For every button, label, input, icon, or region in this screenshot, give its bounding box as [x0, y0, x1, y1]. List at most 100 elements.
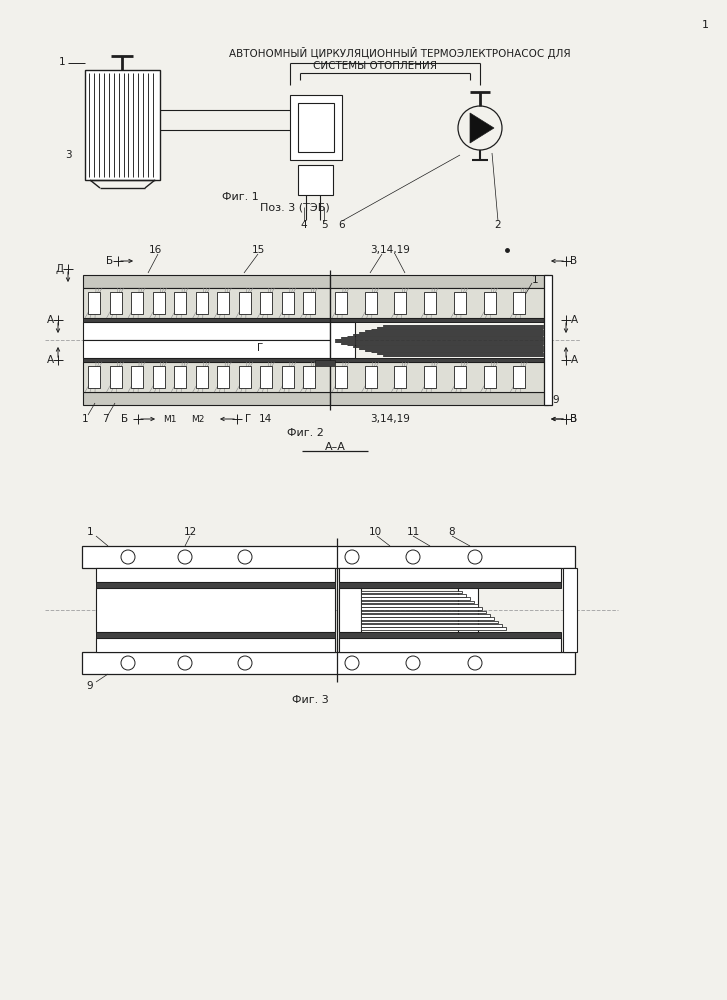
Text: Д: Д [56, 264, 64, 274]
Bar [483, 292, 496, 314]
Bar [339, 638, 561, 652]
Text: 16: 16 [148, 245, 161, 255]
Bar [361, 621, 498, 623]
Bar [131, 366, 143, 388]
Text: Фиг. 3: Фиг. 3 [292, 695, 329, 705]
Bar [82, 652, 575, 674]
Bar [174, 366, 186, 388]
Bar [330, 358, 548, 362]
Bar [454, 292, 466, 314]
Bar [83, 358, 330, 362]
Text: Г: Г [257, 343, 263, 353]
Text: В: В [571, 414, 577, 424]
Bar [361, 607, 482, 610]
Text: А: А [571, 315, 577, 325]
Text: М2: М2 [191, 414, 205, 424]
Bar [88, 366, 100, 388]
Bar [153, 292, 164, 314]
Text: 11: 11 [406, 527, 419, 537]
Bar [335, 292, 347, 314]
Bar [298, 165, 333, 195]
Bar [330, 275, 548, 288]
Bar [303, 292, 316, 314]
Text: 15: 15 [252, 245, 265, 255]
Text: 2: 2 [494, 220, 502, 230]
Bar [513, 366, 526, 388]
Bar [361, 604, 478, 607]
Text: 4: 4 [301, 220, 308, 230]
Bar [339, 632, 561, 638]
Bar [174, 292, 186, 314]
Text: М1: М1 [164, 414, 177, 424]
Bar [88, 292, 100, 314]
Bar [82, 546, 575, 568]
Bar [330, 288, 548, 318]
Bar [83, 318, 330, 322]
Text: 3: 3 [65, 150, 71, 160]
Bar [303, 366, 316, 388]
Bar [424, 292, 436, 314]
Bar [282, 292, 294, 314]
Bar [361, 597, 470, 600]
Bar [217, 292, 229, 314]
Text: 9: 9 [87, 681, 93, 691]
Text: А: А [47, 355, 54, 365]
Text: Б: Б [106, 256, 113, 266]
Bar [424, 366, 436, 388]
Bar [361, 617, 494, 620]
Bar [260, 366, 273, 388]
Text: 6: 6 [339, 220, 345, 230]
Text: Поз. 3 (ТЭБ): Поз. 3 (ТЭБ) [260, 202, 330, 212]
Text: 5: 5 [321, 220, 327, 230]
Bar [238, 292, 251, 314]
Text: 14: 14 [258, 414, 272, 424]
Text: 12: 12 [183, 527, 196, 537]
Bar [83, 362, 330, 392]
Bar [365, 366, 377, 388]
Bar [395, 292, 406, 314]
Bar [83, 392, 330, 405]
Bar [217, 366, 229, 388]
Bar [361, 594, 466, 597]
Text: АВТОНОМНЫЙ ЦИРКУЛЯЦИОННЫЙ ТЕРМОЭЛЕКТРОНАСОС ДЛЯ: АВТОНОМНЫЙ ЦИРКУЛЯЦИОННЫЙ ТЕРМОЭЛЕКТРОНА… [229, 47, 571, 59]
Text: В: В [571, 414, 577, 424]
Text: 1: 1 [702, 20, 709, 30]
Text: 1: 1 [59, 57, 65, 67]
Text: А: А [571, 355, 577, 365]
Bar [290, 95, 342, 160]
Bar [282, 366, 294, 388]
Bar [513, 292, 526, 314]
Bar [330, 362, 548, 392]
Text: 9: 9 [553, 395, 559, 405]
Bar [330, 318, 548, 322]
Text: Г: Г [245, 414, 251, 424]
Bar [85, 70, 160, 180]
Text: 1: 1 [81, 414, 88, 424]
Bar [483, 366, 496, 388]
Bar [361, 627, 506, 630]
Bar [361, 611, 486, 613]
Bar [131, 292, 143, 314]
Bar [330, 322, 355, 358]
Bar [110, 292, 121, 314]
Text: Фиг. 2: Фиг. 2 [286, 428, 324, 438]
Bar [361, 624, 502, 627]
Bar [96, 568, 335, 582]
Bar [361, 614, 490, 617]
Text: СИСТЕМЫ ОТОПЛЕНИЯ: СИСТЕМЫ ОТОПЛЕНИЯ [313, 61, 437, 71]
Text: 7: 7 [102, 414, 108, 424]
Bar [238, 366, 251, 388]
Text: 10: 10 [369, 527, 382, 537]
Bar [361, 601, 474, 603]
Text: 8: 8 [449, 527, 455, 537]
Text: В: В [571, 256, 577, 266]
Text: А–А: А–А [324, 442, 345, 452]
Bar [83, 322, 330, 340]
Bar [330, 392, 548, 405]
Bar [196, 366, 208, 388]
Bar [96, 632, 335, 638]
Bar [153, 366, 164, 388]
Bar [361, 591, 462, 593]
Text: 3,14,19: 3,14,19 [370, 414, 410, 424]
Bar [544, 275, 552, 405]
